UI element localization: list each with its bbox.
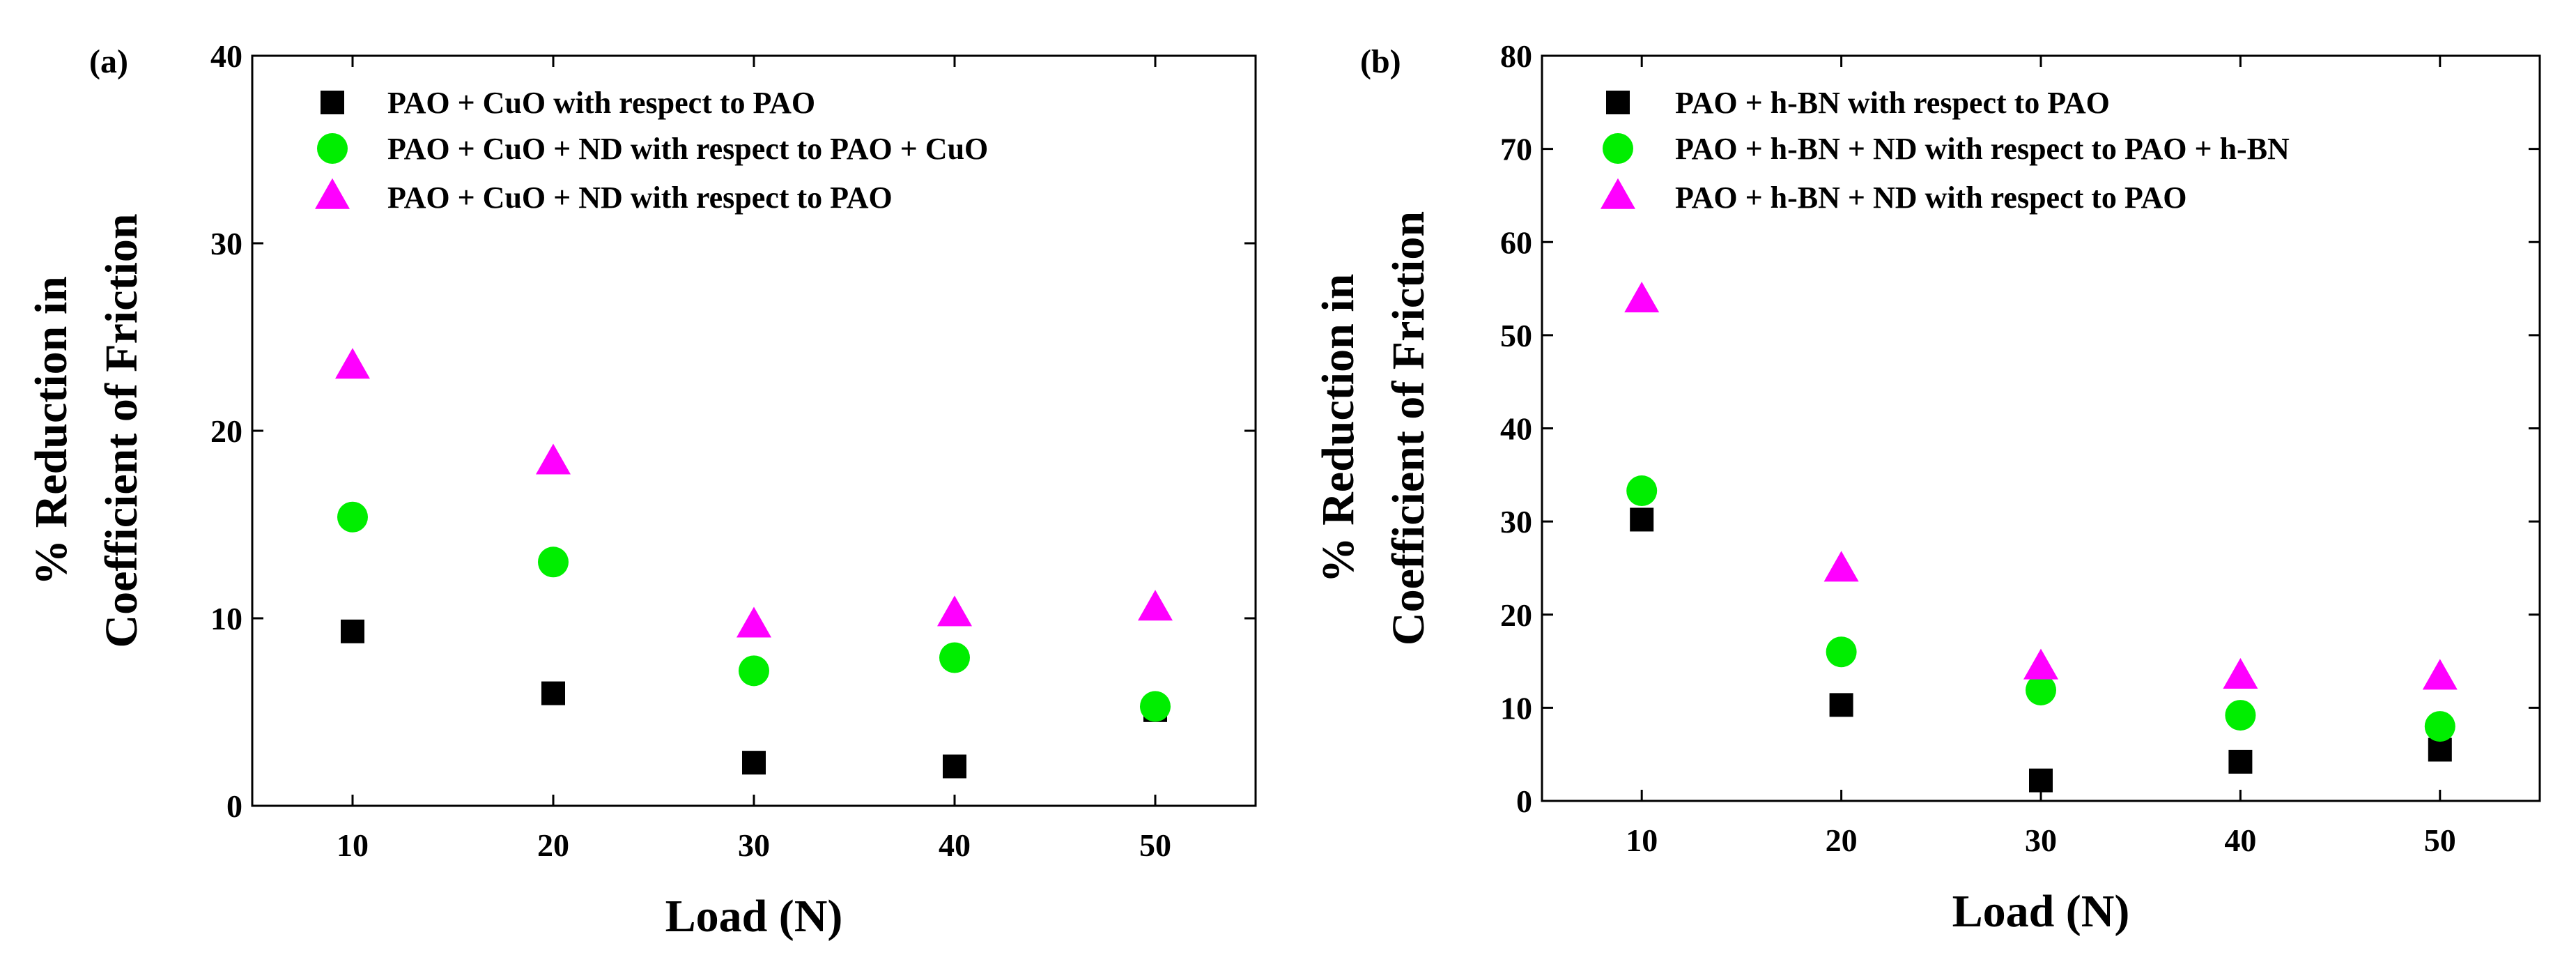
data-point xyxy=(2026,674,2056,705)
data-point xyxy=(1624,282,1660,313)
data-point xyxy=(2422,659,2458,690)
y-axis-title-line: Coefficient of Friction xyxy=(96,213,147,648)
data-point xyxy=(1829,693,1853,717)
x-tick-label: 50 xyxy=(2424,823,2456,858)
y-axis-title-line: % Reduction in xyxy=(26,276,77,586)
data-point xyxy=(341,619,364,643)
data-point xyxy=(939,642,970,673)
data-point xyxy=(736,606,771,638)
data-point xyxy=(2428,737,2452,762)
x-tick-label: 10 xyxy=(1626,823,1658,858)
y-axis-title-line: % Reduction in xyxy=(1313,274,1364,583)
y-axis-title-line: Coefficient of Friction xyxy=(1383,211,1434,645)
y-tick-label: 20 xyxy=(210,413,242,449)
data-point xyxy=(1138,590,1173,621)
x-tick-label: 30 xyxy=(2025,823,2057,858)
legend-marker xyxy=(317,133,348,164)
data-point xyxy=(538,546,569,578)
x-tick-label: 20 xyxy=(537,827,569,863)
chart-panel-a: 10 20 30 40 50 0 10 20 30 40 Load (N) % Reduction i… xyxy=(26,38,1257,942)
data-point xyxy=(536,443,571,475)
data-point xyxy=(742,751,766,775)
data-point xyxy=(541,681,565,705)
y-tick-label: 30 xyxy=(210,226,242,261)
legend-marker xyxy=(315,178,350,209)
data-point xyxy=(937,595,972,627)
x-tick-label: 20 xyxy=(1826,823,1858,858)
panel-label: (b) xyxy=(1360,43,1401,80)
data-point xyxy=(2424,711,2455,742)
legend-entry: PAO + h-BN with respect to PAO xyxy=(1675,86,2110,120)
x-tick-label: 50 xyxy=(1139,827,1171,863)
data-point xyxy=(1826,636,1857,668)
y-tick-label: 10 xyxy=(210,601,242,636)
x-axis-title: Load (N) xyxy=(665,891,843,942)
data-point xyxy=(2223,657,2258,689)
x-tick-label: 10 xyxy=(337,827,369,863)
plot-frame xyxy=(251,54,1257,807)
data-point xyxy=(335,348,370,379)
data-point xyxy=(943,754,966,779)
panel-label: (a) xyxy=(89,43,128,80)
y-tick-label: 30 xyxy=(1500,504,1532,540)
y-tick-label: 50 xyxy=(1500,318,1532,353)
x-tick-label: 40 xyxy=(2224,823,2256,858)
legend-entry: PAO + CuO + ND with respect to PAO xyxy=(387,181,893,215)
data-point xyxy=(2023,648,2058,680)
y-tick-label: 70 xyxy=(1500,132,1532,167)
legend-marker xyxy=(1603,133,1633,164)
x-tick-label: 40 xyxy=(939,827,971,863)
chart-panel-b: 10 20 30 40 50 0 10 20 30 40 50 60 70 80 Load (N) % Red… xyxy=(1313,38,2541,937)
legend-marker xyxy=(321,91,344,114)
data-point xyxy=(1630,507,1654,532)
legend-entry: PAO + h-BN + ND with respect to PAO + h-… xyxy=(1675,132,2290,166)
y-tick-label: 20 xyxy=(1500,597,1532,633)
data-point xyxy=(1823,551,1859,582)
y-tick-label: 0 xyxy=(1516,783,1532,819)
y-tick-label: 60 xyxy=(1500,224,1532,260)
data-point xyxy=(739,655,769,687)
data-point xyxy=(2228,749,2253,774)
x-tick-label: 30 xyxy=(738,827,770,863)
legend-entry: PAO + CuO with respect to PAO xyxy=(387,86,815,120)
y-tick-label: 40 xyxy=(1500,411,1532,447)
y-tick-label: 0 xyxy=(226,788,242,824)
data-point xyxy=(2029,768,2053,793)
legend-marker xyxy=(1606,91,1630,114)
x-axis-title: Load (N) xyxy=(1952,886,2130,937)
data-point xyxy=(2225,700,2256,731)
legend-marker xyxy=(1601,178,1635,209)
y-tick-label: 10 xyxy=(1500,690,1532,726)
data-point xyxy=(337,501,368,533)
data-point xyxy=(1140,691,1171,722)
y-tick-label: 80 xyxy=(1500,38,1532,74)
legend-entry: PAO + CuO + ND with respect to PAO + CuO xyxy=(387,132,988,166)
legend-entry: PAO + h-BN + ND with respect to PAO xyxy=(1675,181,2187,215)
data-point xyxy=(1626,475,1658,507)
y-tick-label: 40 xyxy=(210,38,242,74)
